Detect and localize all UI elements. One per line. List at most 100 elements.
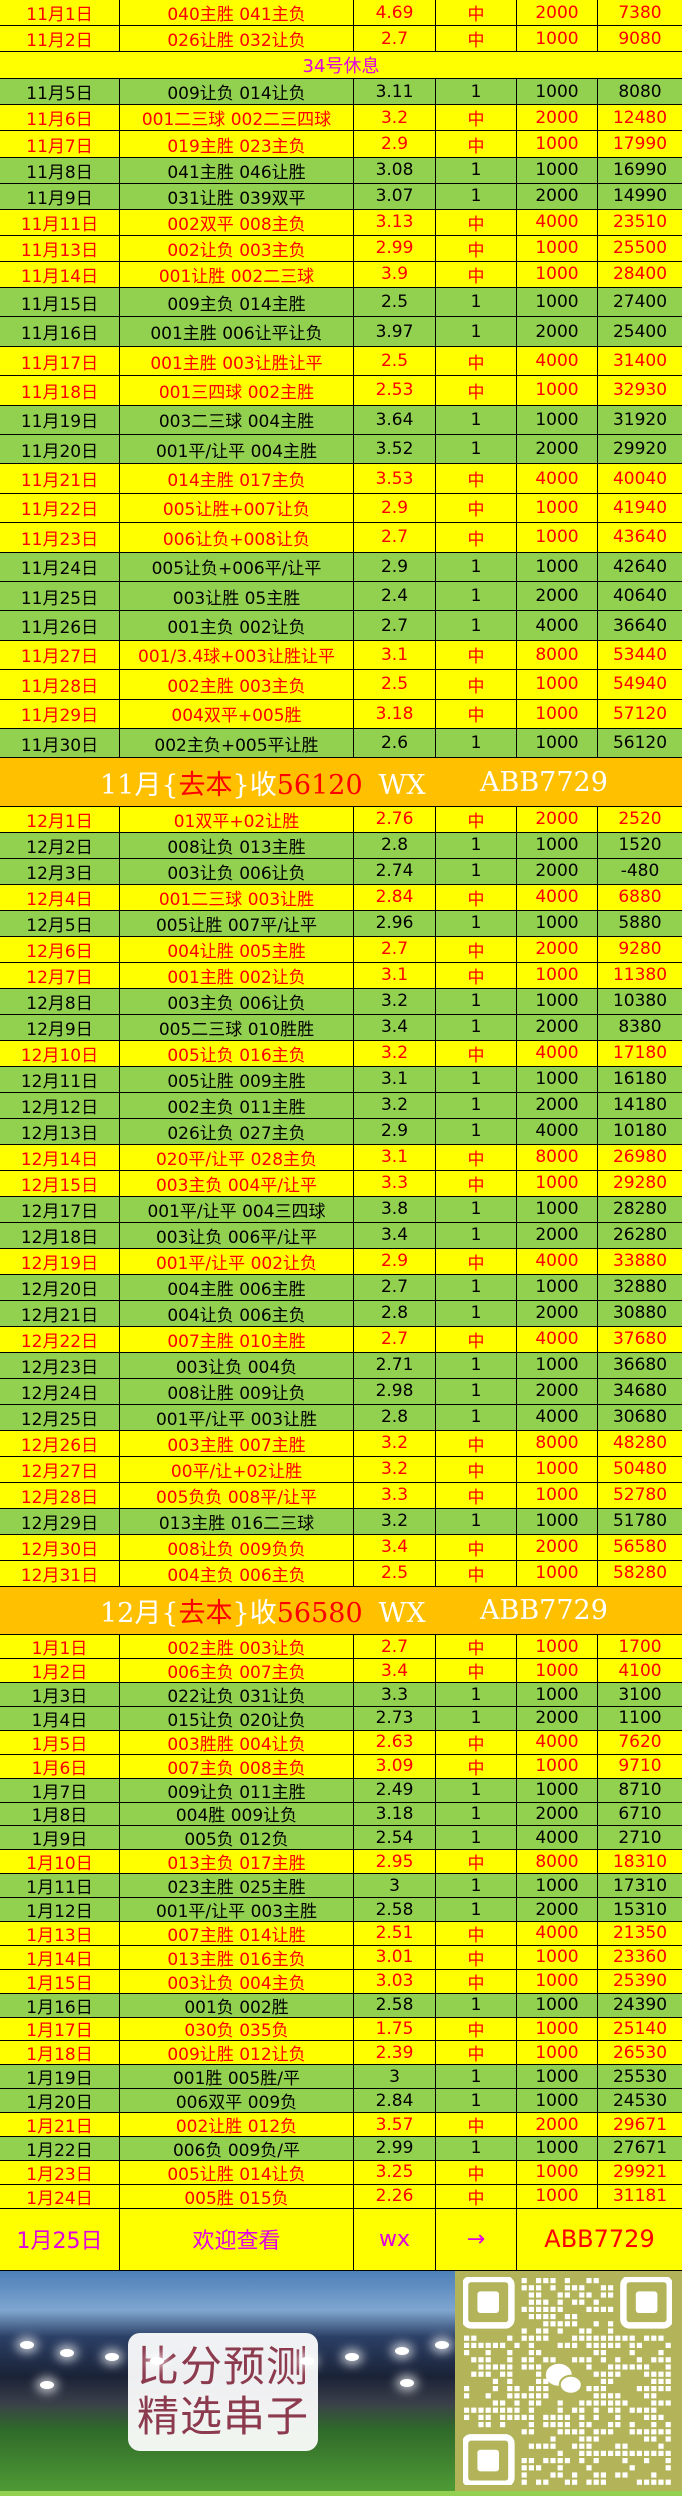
result-cell: 1 bbox=[436, 1778, 517, 1802]
result-cell: 1 bbox=[436, 1066, 517, 1092]
table-row: 11月26日 001主负 002让负 2.7 1 4000 36640 bbox=[0, 611, 682, 641]
odds-cell: 3.4 bbox=[354, 1222, 436, 1248]
result-cell: 中 bbox=[436, 699, 517, 728]
result-cell: 中 bbox=[436, 1945, 517, 1969]
result-cell: 1 bbox=[436, 2136, 517, 2160]
picks-cell: 004让胜 005主胜 bbox=[120, 936, 354, 962]
odds-cell: 3.1 bbox=[354, 640, 436, 670]
picks-cell: 008让负 013主胜 bbox=[120, 832, 354, 858]
odds-cell: 2.99 bbox=[354, 2136, 436, 2160]
result-cell: 中 bbox=[436, 0, 517, 26]
odds-cell: 3.07 bbox=[354, 183, 436, 209]
result-cell: 中 bbox=[436, 1850, 517, 1874]
wechat-icon bbox=[545, 2363, 583, 2395]
odds-cell: 2.76 bbox=[354, 806, 436, 832]
stadium-light bbox=[435, 2340, 449, 2349]
promo-text-box: 比分预测 精选串子 bbox=[128, 2332, 318, 2451]
result-cell: 中 bbox=[436, 2184, 517, 2208]
qr-pattern bbox=[463, 2276, 672, 2486]
odds-cell: 3.2 bbox=[354, 105, 436, 131]
date-cell: 1月21日 bbox=[0, 2113, 120, 2136]
date-cell: 1月17日 bbox=[0, 2017, 120, 2041]
stake-cell: 2000 bbox=[517, 806, 598, 832]
stake-cell: 2000 bbox=[517, 936, 598, 962]
qr-finder bbox=[463, 2433, 515, 2486]
table-row: 1月17日 030负 035负 1.75 中 1000 25140 bbox=[0, 2017, 682, 2042]
result-cell: 中 bbox=[436, 1730, 517, 1754]
stake-cell: 4000 bbox=[517, 611, 598, 640]
result-cell: 中 bbox=[436, 1326, 517, 1352]
balance-cell: 57120 bbox=[612, 703, 668, 724]
table-row: 12月24日 008让胜 009让负 2.98 1 2000 34680 bbox=[0, 1378, 682, 1405]
table-row: 11月28日 002主胜 003主负 2.5 中 1000 54940 bbox=[0, 670, 682, 700]
result-cell: 1 bbox=[436, 988, 517, 1014]
stake-cell: 1000 bbox=[517, 235, 598, 261]
odds-cell: 3.1 bbox=[354, 1144, 436, 1170]
result-cell: 1 bbox=[436, 1993, 517, 2017]
stake-cell: 1000 bbox=[517, 1066, 598, 1092]
stake-cell: 1000 bbox=[517, 988, 598, 1014]
table-row: 1月21日 002让胜 012负 3.57 中 2000 29671 bbox=[0, 2113, 682, 2137]
result-cell: 中 bbox=[436, 1635, 517, 1659]
result-cell: 中 bbox=[436, 1040, 517, 1066]
stake-cell: 4000 bbox=[517, 1404, 598, 1430]
balance-cell: 16180 bbox=[612, 1069, 668, 1090]
result-cell: 1 bbox=[436, 1874, 517, 1898]
odds-cell: 3 bbox=[354, 1874, 436, 1898]
result-cell: 中 bbox=[436, 131, 517, 157]
balance-cell: 30680 bbox=[612, 1407, 668, 1428]
balance-cell: 6880 bbox=[618, 887, 662, 908]
date-cell: 11月26日 bbox=[0, 611, 120, 640]
odds-cell: 2.98 bbox=[354, 1378, 436, 1404]
odds-cell: 2.74 bbox=[354, 858, 436, 884]
result-cell: 中 bbox=[436, 962, 517, 988]
table-row: 12月15日 003主负 004平/让平 3.3 中 1000 29280 bbox=[0, 1170, 682, 1197]
date-cell: 12月9日 bbox=[0, 1014, 120, 1040]
summary-label: 去本 bbox=[178, 1598, 233, 1630]
date-cell: 1月6日 bbox=[0, 1754, 120, 1778]
footer-id: ABB7729 bbox=[544, 2225, 655, 2254]
odds-cell: 2.58 bbox=[354, 1898, 436, 1921]
date-cell: 12月8日 bbox=[0, 988, 120, 1014]
stadium-light bbox=[395, 2346, 409, 2355]
picks-cell: 030负 035负 bbox=[120, 2017, 354, 2041]
stake-cell: 1000 bbox=[517, 552, 598, 581]
balance-cell: 31920 bbox=[612, 409, 668, 430]
date-cell: 12月3日 bbox=[0, 858, 120, 884]
result-cell: 1 bbox=[436, 1014, 517, 1040]
stake-cell: 1000 bbox=[517, 26, 598, 52]
odds-cell: 3.2 bbox=[354, 1092, 436, 1118]
date-cell: 1月24日 bbox=[0, 2184, 120, 2208]
picks-cell: 002主胜 003让负 bbox=[120, 1635, 354, 1659]
balance-cell: 17990 bbox=[612, 134, 668, 155]
balance-cell: 25400 bbox=[612, 321, 668, 342]
date-cell: 11月27日 bbox=[0, 640, 120, 670]
odds-cell: 2.7 bbox=[354, 611, 436, 640]
picks-cell: 005负 012负 bbox=[120, 1826, 354, 1850]
table-row: 12月10日 005让负 016主负 3.2 中 4000 17180 bbox=[0, 1040, 682, 1067]
balance-cell: 8380 bbox=[618, 1017, 662, 1038]
picks-cell: 014主胜 017主负 bbox=[120, 464, 354, 493]
odds-cell: 3.3 bbox=[354, 1482, 436, 1508]
qr-code bbox=[455, 2270, 682, 2491]
balance-cell: 7380 bbox=[618, 2, 662, 23]
odds-cell: 2.58 bbox=[354, 1993, 436, 2017]
summary-id: ABB7729 bbox=[480, 1595, 608, 1627]
picks-cell: 003二三球 004主胜 bbox=[120, 405, 354, 434]
odds-cell: 3.2 bbox=[354, 1040, 436, 1066]
stake-cell: 1000 bbox=[517, 1196, 598, 1222]
picks-cell: 002主负 011主胜 bbox=[120, 1092, 354, 1118]
date-cell: 1月9日 bbox=[0, 1826, 120, 1850]
balance-cell: 54940 bbox=[612, 674, 668, 695]
stake-cell: 8000 bbox=[517, 640, 598, 670]
date-cell: 1月10日 bbox=[0, 1850, 120, 1874]
balance-cell: 36680 bbox=[612, 1355, 668, 1376]
balance-cell: 28400 bbox=[612, 264, 668, 285]
date-cell: 12月27日 bbox=[0, 1456, 120, 1482]
balance-cell: 27671 bbox=[612, 2138, 668, 2159]
table-row: 1月14日 013主胜 016主负 3.01 中 1000 23360 bbox=[0, 1945, 682, 1970]
balance-cell: 11380 bbox=[612, 965, 668, 986]
table-row: 1月4日 015让负 020让负 2.73 1 2000 1100 bbox=[0, 1706, 682, 1731]
picks-cell: 041主胜 046让胜 bbox=[120, 157, 354, 183]
table-row: 12月2日 008让负 013主胜 2.8 1 1000 1520 bbox=[0, 832, 682, 859]
